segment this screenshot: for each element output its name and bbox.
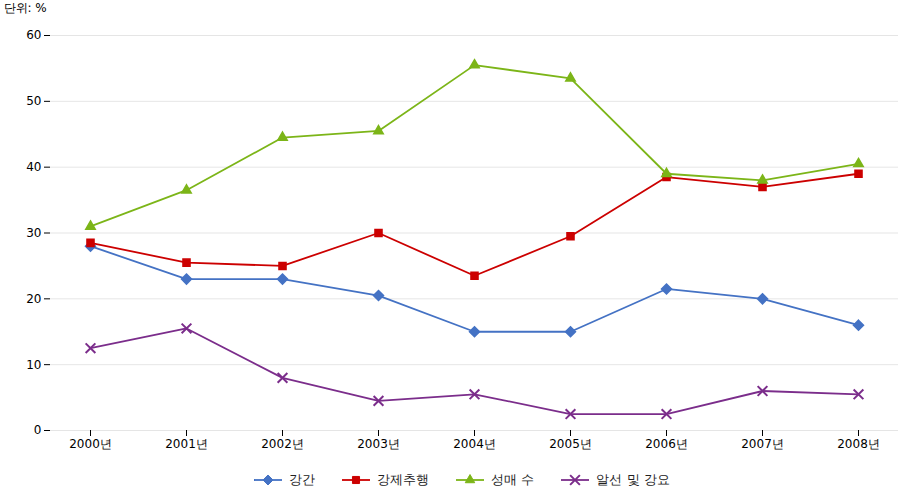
svg-text:2003년: 2003년	[357, 437, 400, 451]
svg-text:2005년: 2005년	[549, 437, 592, 451]
svg-text:10: 10	[26, 358, 41, 372]
html-text:강제추행: 강제추행	[377, 472, 430, 487]
svg-text:30: 30	[26, 226, 41, 240]
svg-text:0: 0	[34, 423, 42, 437]
html-text:강간: 강간	[289, 472, 316, 487]
svg-text:2006년: 2006년	[645, 437, 688, 451]
svg-text:2008년: 2008년	[837, 437, 880, 451]
svg-text:단위: %: 단위: %	[4, 1, 47, 15]
svg-text:50: 50	[26, 94, 41, 108]
svg-text:2001년: 2001년	[165, 437, 208, 451]
svg-text:40: 40	[26, 160, 41, 174]
svg-text:20: 20	[26, 292, 41, 306]
html-text:알선 및 강요: 알선 및 강요	[596, 472, 670, 487]
svg-text:2004년: 2004년	[453, 437, 496, 451]
svg-text:2000년: 2000년	[69, 437, 112, 451]
html-text:성매 수: 성매 수	[491, 472, 535, 487]
svg-text:60: 60	[26, 28, 41, 42]
svg-text:2007년: 2007년	[741, 437, 784, 451]
svg-text:2002년: 2002년	[261, 437, 304, 451]
